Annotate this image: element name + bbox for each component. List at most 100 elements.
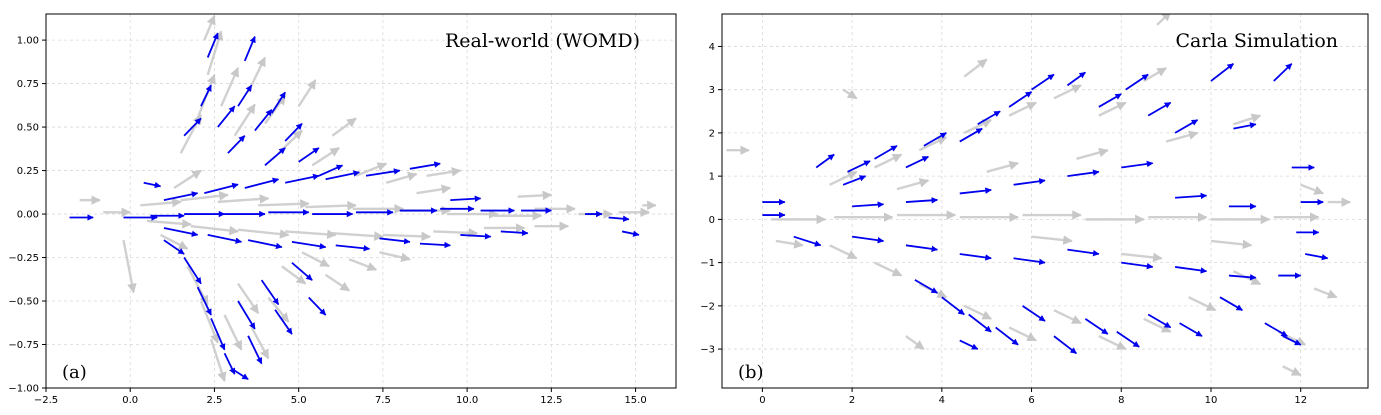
quiver-arrow xyxy=(122,239,137,294)
quiver-arrow xyxy=(209,338,227,382)
quiver-arrow xyxy=(324,273,351,292)
quiver-arrow xyxy=(237,282,260,314)
y-tick-label: 2 xyxy=(709,128,715,139)
quiver-arrow xyxy=(517,190,553,201)
quiver-arrow xyxy=(206,32,219,58)
x-tick-label: 5.0 xyxy=(291,395,307,406)
y-tick-label: 4 xyxy=(709,42,715,53)
quiver-arrow xyxy=(1300,183,1325,195)
x-tick-label: 4 xyxy=(939,395,945,406)
quiver-arrow xyxy=(1008,91,1033,108)
quiver-arrow xyxy=(1282,365,1302,377)
x-tick-label: 6 xyxy=(1028,395,1034,406)
quiver-arrow xyxy=(1147,101,1172,117)
quiver-arrow xyxy=(335,244,371,252)
quiver-arrow xyxy=(963,58,988,78)
x-tick-label: 8 xyxy=(1118,395,1124,406)
arrow-series-2 xyxy=(762,63,1329,355)
quiver-arrow xyxy=(247,239,283,250)
quiver-arrow xyxy=(968,313,992,333)
quiver-arrow xyxy=(274,309,293,335)
quiver-arrow xyxy=(159,233,189,250)
quiver-arrow xyxy=(206,30,224,76)
quiver-arrow xyxy=(285,229,337,240)
quiver-arrow xyxy=(291,262,313,281)
quiver-arrow xyxy=(217,194,270,204)
quiver-arrow xyxy=(433,228,479,238)
quiver-arrow xyxy=(325,170,360,181)
arrow-series-1 xyxy=(726,14,1352,377)
x-tick-label: 2.5 xyxy=(206,395,222,406)
quiver-arrow xyxy=(1273,63,1293,82)
quiver-arrow xyxy=(1053,84,1082,100)
quiver-arrow xyxy=(1179,322,1203,337)
quiver-arrow xyxy=(146,219,192,229)
quiver-arrow xyxy=(1067,248,1100,257)
quiver-arrow xyxy=(1098,93,1122,108)
y-tick-label: 0.25 xyxy=(17,166,39,177)
x-tick-label: 7.5 xyxy=(375,395,391,406)
quiver-arrow xyxy=(1174,119,1199,134)
quiver-arrow xyxy=(1305,253,1329,261)
quiver-arrow xyxy=(297,79,317,107)
quiver-arrow xyxy=(460,233,492,240)
quiver-arrow xyxy=(1008,326,1037,342)
quiver-arrow xyxy=(270,91,286,114)
quiver-arrow xyxy=(1008,101,1037,117)
quiver-arrow xyxy=(244,177,280,189)
quiver-arrow xyxy=(217,105,236,128)
quiver-arrow xyxy=(186,265,209,306)
quiver-arrow xyxy=(829,244,858,260)
quiver-arrow xyxy=(332,231,384,241)
quiver-arrow xyxy=(1013,178,1046,186)
quiver-arrow xyxy=(143,181,162,189)
x-tick-label: 12.5 xyxy=(540,395,562,406)
quiver-arrow xyxy=(1282,335,1302,346)
quiver-arrow xyxy=(1233,113,1262,126)
quiver-arrow xyxy=(941,296,965,316)
quiver-arrow xyxy=(959,339,979,350)
quiver-arrow xyxy=(140,197,182,208)
quiver-arrow xyxy=(267,296,290,323)
quiver-arrow xyxy=(842,175,867,186)
quiver-arrow xyxy=(234,369,249,381)
quiver-arrow xyxy=(1013,257,1046,266)
quiver-arrow xyxy=(1188,296,1217,312)
y-tick-label: 3 xyxy=(709,85,715,96)
quiver-arrow xyxy=(1175,192,1208,200)
quiver-arrow xyxy=(1147,313,1172,329)
y-tick-label: −0.75 xyxy=(8,340,39,351)
quiver-arrow xyxy=(331,117,357,137)
quiver-arrow xyxy=(1228,274,1257,281)
quiver-arrow xyxy=(1156,14,1172,26)
quiver-arrow xyxy=(963,118,993,134)
panel-label: (b) xyxy=(738,362,764,383)
axes-frame xyxy=(45,13,677,389)
quiver-arrow xyxy=(163,239,185,255)
quiver-arrow xyxy=(1022,305,1046,322)
quiver-arrow xyxy=(1066,71,1086,87)
quiver-arrow xyxy=(995,326,1019,346)
quiver-arrow xyxy=(874,261,903,277)
quiver-arrow xyxy=(1076,147,1109,161)
quiver-arrow xyxy=(163,191,199,202)
quiver-arrow xyxy=(264,94,287,125)
quiver-arrow xyxy=(196,286,212,316)
quiver-arrow xyxy=(281,265,307,285)
quiver-arrow xyxy=(775,239,804,249)
quiver-arrow xyxy=(1165,130,1199,143)
y-tick-label: 0.00 xyxy=(17,210,39,221)
quiver-arrow xyxy=(285,173,320,184)
quiver-arrow xyxy=(842,88,858,100)
quiver-arrow xyxy=(905,244,938,253)
quiver-arrow xyxy=(379,251,411,263)
quiver-arrow xyxy=(608,215,630,222)
quiver-arrow xyxy=(986,160,1020,173)
quiver-arrow xyxy=(896,178,930,191)
quiver-arrow xyxy=(1264,322,1288,337)
quiver-arrow xyxy=(416,184,452,195)
quiver-arrow xyxy=(250,326,270,360)
x-tick-label: 0 xyxy=(759,395,765,406)
quiver-arrow xyxy=(874,145,898,160)
quiver-arrow xyxy=(409,161,441,170)
